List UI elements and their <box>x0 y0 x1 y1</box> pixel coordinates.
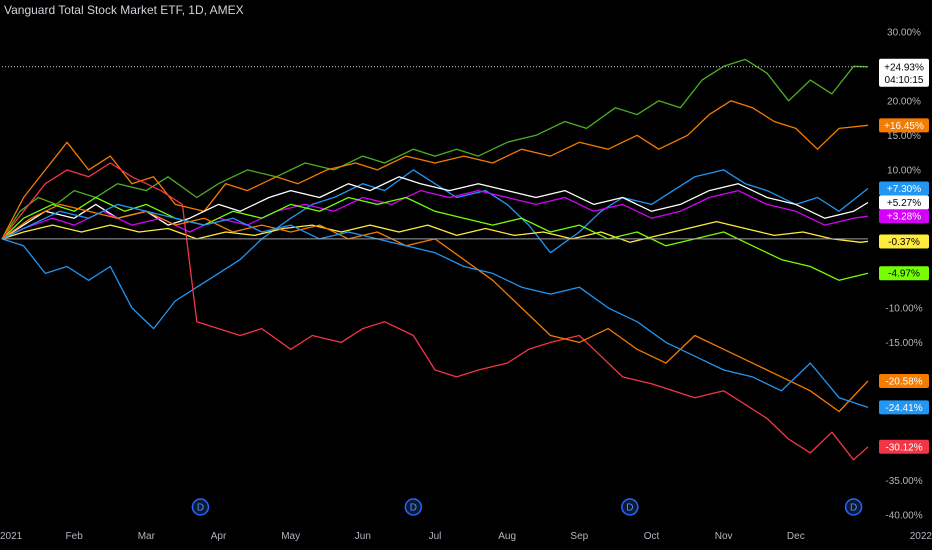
dividend-marker-circle <box>621 498 639 516</box>
series-badge-label: +5.27% <box>887 198 921 209</box>
series-line-7 <box>1 162 869 461</box>
dividend-marker-icon[interactable]: D <box>191 498 210 516</box>
series-badge-bg <box>879 118 929 133</box>
x-tick-label: Apr <box>211 531 227 542</box>
x-tick-label: Aug <box>498 531 516 542</box>
series-line-1 <box>1 100 869 240</box>
dividend-marker-icon[interactable]: D <box>621 498 639 516</box>
x-tick-label: Jul <box>429 531 442 542</box>
series-badge-bg <box>879 439 929 454</box>
series-badge: -0.37% <box>879 234 929 249</box>
dividend-marker-icon[interactable]: D <box>404 498 423 516</box>
series-badge-bg <box>879 209 929 224</box>
series-line-6 <box>1 196 869 281</box>
series-badge-label: +3.28% <box>887 212 921 223</box>
x-tick-label: Jun <box>355 531 371 542</box>
dividend-marker-label: D <box>197 503 204 514</box>
y-tick-label: -35.00% <box>885 476 922 487</box>
series-badge-label: -20.58% <box>885 376 922 387</box>
y-tick-label: 30.00% <box>887 27 921 38</box>
series-badge: -24.41% <box>879 400 929 415</box>
series-badge: +7.30% <box>879 181 929 196</box>
series-layer <box>1 58 869 461</box>
series-line-4 <box>1 189 869 240</box>
series-line-9 <box>1 203 869 409</box>
x-tick-label: May <box>281 531 300 542</box>
y-tick-label: -40.00% <box>885 511 922 522</box>
dividend-marker-label: D <box>850 503 857 514</box>
series-badge-label: -30.12% <box>885 442 922 453</box>
series-badge: -20.58% <box>879 373 929 388</box>
series-badge: +5.27% <box>879 195 929 210</box>
x-tick-label: Sep <box>570 531 588 542</box>
dividend-marker-label: D <box>410 503 417 514</box>
series-badge-bg <box>879 195 929 210</box>
series-badge-label: -24.41% <box>885 403 922 414</box>
series-badge-label: +7.30% <box>887 184 921 195</box>
x-tick-label: Mar <box>138 531 156 542</box>
series-badge: -30.12% <box>879 439 929 454</box>
dividend-marker-circle <box>844 498 863 516</box>
dividend-marker-icon[interactable]: D <box>844 498 863 516</box>
series-badge-bg <box>879 266 929 281</box>
last-price-badge-bg <box>879 58 929 87</box>
last-price-value: +24.93% <box>884 62 924 73</box>
x-tick-label: Feb <box>66 531 84 542</box>
y-tick-label: 20.00% <box>887 96 921 107</box>
series-badge-label: -0.37% <box>888 237 920 248</box>
x-axis: 2021 Feb Mar Apr May Jun Jul Aug Sep Oct Nov Dec 202… <box>0 531 932 542</box>
series-badge-bg <box>879 234 929 249</box>
series-line-5 <box>1 220 869 243</box>
y-tick-label: 10.00% <box>887 165 921 176</box>
series-badge-label: +16.45% <box>884 121 924 132</box>
chart-title: Vanguard Total Stock Market ETF, 1D, AME… <box>4 3 244 17</box>
x-tick-label: Nov <box>715 531 733 542</box>
last-price-time: 04:10:15 <box>885 75 924 86</box>
y-tick-label: 15.00% <box>887 131 921 142</box>
series-badge: +16.45% <box>879 118 929 133</box>
y-tick-label: -15.00% <box>885 338 922 349</box>
x-tick-label: 2021 <box>0 531 23 542</box>
series-badge: -4.97% <box>879 266 929 281</box>
series-line-2 <box>1 169 869 330</box>
y-tick-label: -10.00% <box>885 303 922 314</box>
value-badges: +24.93% 04:10:15 +16.45% +7.30% +5.27% +3.28%… <box>879 58 929 454</box>
series-badge-bg <box>879 373 929 388</box>
x-tick-label: 2022 <box>910 531 932 542</box>
last-price-badge: +24.93% 04:10:15 <box>879 58 929 87</box>
y-axis: 30.00% 20.00% 15.00% 10.00% -10.00% -15.00% -3… <box>885 27 922 521</box>
x-tick-label: Dec <box>787 531 805 542</box>
series-badge: +3.28% <box>879 209 929 224</box>
series-line-0 <box>1 58 869 240</box>
series-badge-label: -4.97% <box>888 269 920 280</box>
series-badge-bg <box>879 181 929 196</box>
dividend-marker-circle <box>404 498 423 516</box>
series-badge-bg <box>879 400 929 415</box>
baseline-layer <box>2 66 868 240</box>
dividend-marker-circle <box>191 498 210 516</box>
x-tick-label: Oct <box>644 531 660 542</box>
dividend-marker-label: D <box>626 503 633 514</box>
